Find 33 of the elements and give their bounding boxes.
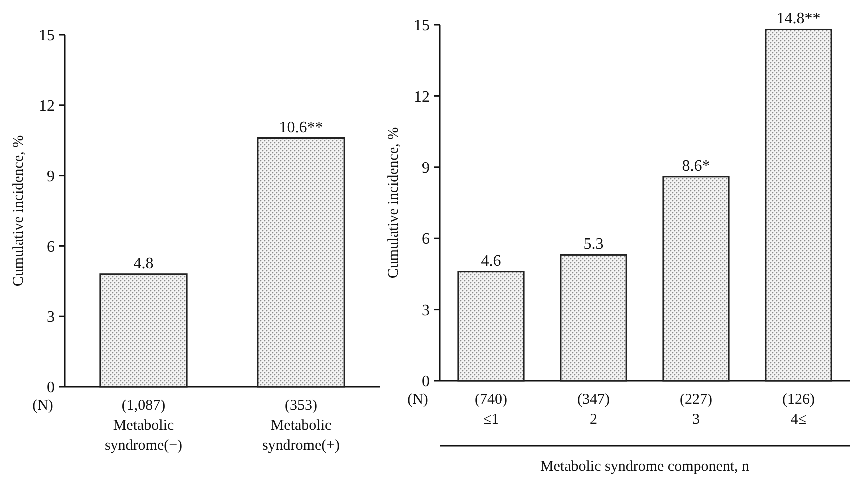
x-tick-label: (126) 4≤ [782,392,815,428]
y-axis-title: Cumulative incidence, % [386,127,402,279]
y-tick-label: 3 [47,309,55,326]
y-tick-label: 0 [47,380,55,397]
x-tick-label: (227) 3 [680,392,712,428]
data-label: 10.6** [279,119,324,136]
data-label: 8.6* [682,158,710,175]
y-tick-label: 12 [414,88,430,106]
x-tick-label: (353) Metabolic syndrome(+) [262,398,340,454]
x-tick-label: (1,087) Metabolic syndrome(−) [104,398,183,454]
x-axis-title: Metabolic syndrome component, n [540,459,750,475]
y-tick-label: 15 [414,18,430,35]
y-tick-label: 6 [422,231,430,248]
y-tick-label: 0 [422,374,430,391]
text: (N) [32,398,54,414]
y-tick-label: 9 [422,160,430,177]
bar [662,176,730,382]
y-tick-label: 9 [47,168,55,186]
y-tick-label: 12 [39,98,55,115]
text: (N) [408,392,428,408]
y-axis-title: Cumulative incidence, % [11,135,27,287]
y-tick-label: 3 [422,302,430,320]
data-label: 5.3 [584,236,604,254]
x-tick-label: (740) ≤1 [475,392,508,428]
data-label: 14.8** [776,10,821,28]
bar [560,254,628,382]
data-label: 4.6 [481,252,502,270]
x-tick-label: (347) 2 [578,392,610,428]
bar [458,271,525,382]
bar [765,28,832,382]
data-label: 4.8 [134,255,154,272]
y-tick-label: 15 [39,28,55,45]
y-tick-label: 6 [47,238,55,256]
